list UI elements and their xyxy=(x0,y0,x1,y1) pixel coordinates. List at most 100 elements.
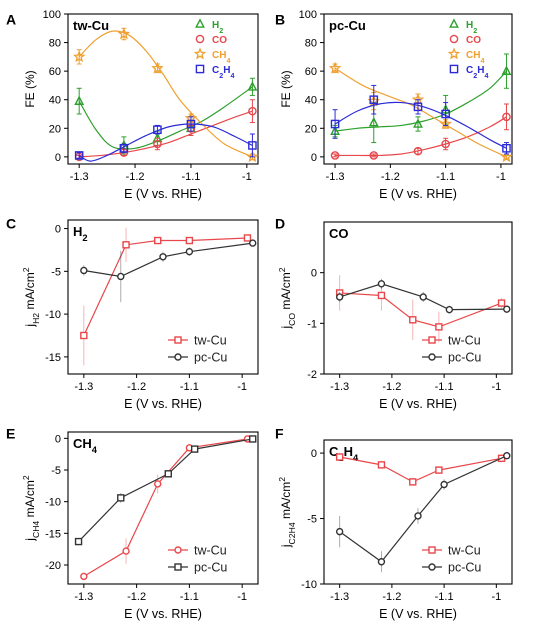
plot-frame xyxy=(67,219,259,375)
legend-label: H2 xyxy=(466,20,477,35)
legend-marker xyxy=(449,34,459,44)
legend-marker xyxy=(447,47,461,60)
series-line xyxy=(78,438,253,542)
data-point xyxy=(439,117,452,130)
data-point xyxy=(249,435,257,443)
x-tick-label: -1 xyxy=(491,381,501,393)
x-tick-label: -1.1 xyxy=(435,591,454,603)
data-point xyxy=(335,453,344,461)
legend-marker xyxy=(174,353,182,361)
data-point xyxy=(186,119,196,129)
panel-letter: F xyxy=(275,425,284,441)
data-point xyxy=(501,65,512,75)
x-tick-label: -1.1 xyxy=(180,591,199,603)
legend-marker xyxy=(428,563,436,571)
plot-frame xyxy=(323,13,513,165)
data-point xyxy=(377,558,386,566)
y-tick-label: -10 xyxy=(45,309,61,321)
y-tick-label: 0 xyxy=(55,224,61,236)
panel-title: tw-Cu xyxy=(73,18,109,33)
legend-label: CO xyxy=(212,35,227,46)
y-tick-label: -10 xyxy=(301,579,317,591)
x-tick-label: -1.3 xyxy=(330,591,349,603)
series-pc-cu xyxy=(335,452,511,573)
x-tick-label: -1.1 xyxy=(435,381,454,393)
panel-a: A -1.3 -1.2 -1.1 -1 0 20 40 60 80 100 E (V vs. RHE)… xyxy=(6,9,259,201)
y-tick-label: -1 xyxy=(307,318,317,330)
series-h2 xyxy=(330,53,512,144)
fit-curve xyxy=(79,110,253,158)
x-axis-label: E (V vs. RHE) xyxy=(124,187,202,201)
data-point xyxy=(80,572,88,581)
data-point xyxy=(369,95,379,105)
y-tick-label: -2 xyxy=(307,369,317,381)
data-point xyxy=(122,547,130,555)
x-tick-label: -1.3 xyxy=(326,171,345,183)
panel-letter: A xyxy=(6,11,16,27)
legend-marker xyxy=(428,546,436,554)
y-tick-label: 0 xyxy=(311,152,317,164)
y-tick-label: -5 xyxy=(307,514,317,526)
data-point xyxy=(435,466,443,474)
series-pc-cu xyxy=(74,435,257,546)
x-axis-label: E (V vs. RHE) xyxy=(124,607,202,621)
data-point xyxy=(185,236,194,245)
data-point xyxy=(185,247,194,256)
series-h2 xyxy=(74,77,258,155)
data-point xyxy=(164,470,172,478)
series-line xyxy=(83,237,248,336)
data-point xyxy=(243,234,252,242)
x-tick-label: -1.3 xyxy=(330,381,349,393)
y-axis-label: jH2 mA/cm2 xyxy=(21,267,41,327)
data-point xyxy=(445,305,454,314)
y-axis-label: jC2H4 mA/cm2 xyxy=(277,477,297,548)
data-point xyxy=(117,494,125,502)
legend-label: pc-Cu xyxy=(194,351,227,365)
data-point xyxy=(440,480,448,489)
y-tick-label: -15 xyxy=(45,352,61,364)
fit-curve xyxy=(78,30,253,158)
data-point xyxy=(159,253,167,261)
panel-title: CO xyxy=(329,226,349,241)
legend-label: tw-Cu xyxy=(194,544,227,558)
x-tick-label: -1 xyxy=(237,591,247,603)
data-point xyxy=(153,125,162,135)
legend-label: H2 xyxy=(212,20,223,35)
y-axis-label: jCH4 mA/cm2 xyxy=(21,475,41,542)
legend-marker xyxy=(449,64,459,74)
x-tick-label: -1.3 xyxy=(74,591,93,603)
legend-label: tw-Cu xyxy=(194,334,227,348)
fit-curve xyxy=(334,70,507,132)
y-tick-label: 0 xyxy=(311,448,317,460)
panel-f: F-1.3 -1.2 -1.1 -10-5-10E (V vs. RHE)jC2H4 … xyxy=(275,425,513,621)
data-point xyxy=(74,95,85,105)
legend-label: CH4 xyxy=(212,50,230,65)
legend-label: pc-Cu xyxy=(448,561,481,575)
y-tick-label: -5 xyxy=(51,266,61,278)
data-point xyxy=(377,280,386,288)
panel-letter: E xyxy=(6,425,15,441)
data-point xyxy=(409,478,417,486)
series-tw-cu xyxy=(335,275,506,343)
legend-marker xyxy=(174,546,182,554)
x-tick-label: -1.2 xyxy=(382,381,401,393)
y-tick-label: 20 xyxy=(49,123,61,135)
x-tick-label: -1 xyxy=(496,171,506,183)
data-point xyxy=(503,305,511,313)
data-point xyxy=(119,143,129,153)
panel-letter: B xyxy=(275,11,285,27)
data-point xyxy=(500,150,513,163)
series-co xyxy=(74,99,257,162)
panel-b: B -1.3 -1.2 -1.1 -1 0 20 40 60 80 100 E (V vs. RHE)… xyxy=(275,9,513,201)
y-tick-label: 0 xyxy=(55,152,61,164)
series-line xyxy=(83,242,253,278)
x-axis-label: E (V vs. RHE) xyxy=(379,607,457,621)
x-tick-label: -1.2 xyxy=(381,171,400,183)
fit-curve xyxy=(334,67,507,158)
legend-marker xyxy=(193,47,207,60)
data-point xyxy=(503,452,511,460)
x-tick-label: -1.2 xyxy=(382,591,401,603)
y-tick-label: 40 xyxy=(305,95,317,107)
fit-curve xyxy=(78,86,253,150)
